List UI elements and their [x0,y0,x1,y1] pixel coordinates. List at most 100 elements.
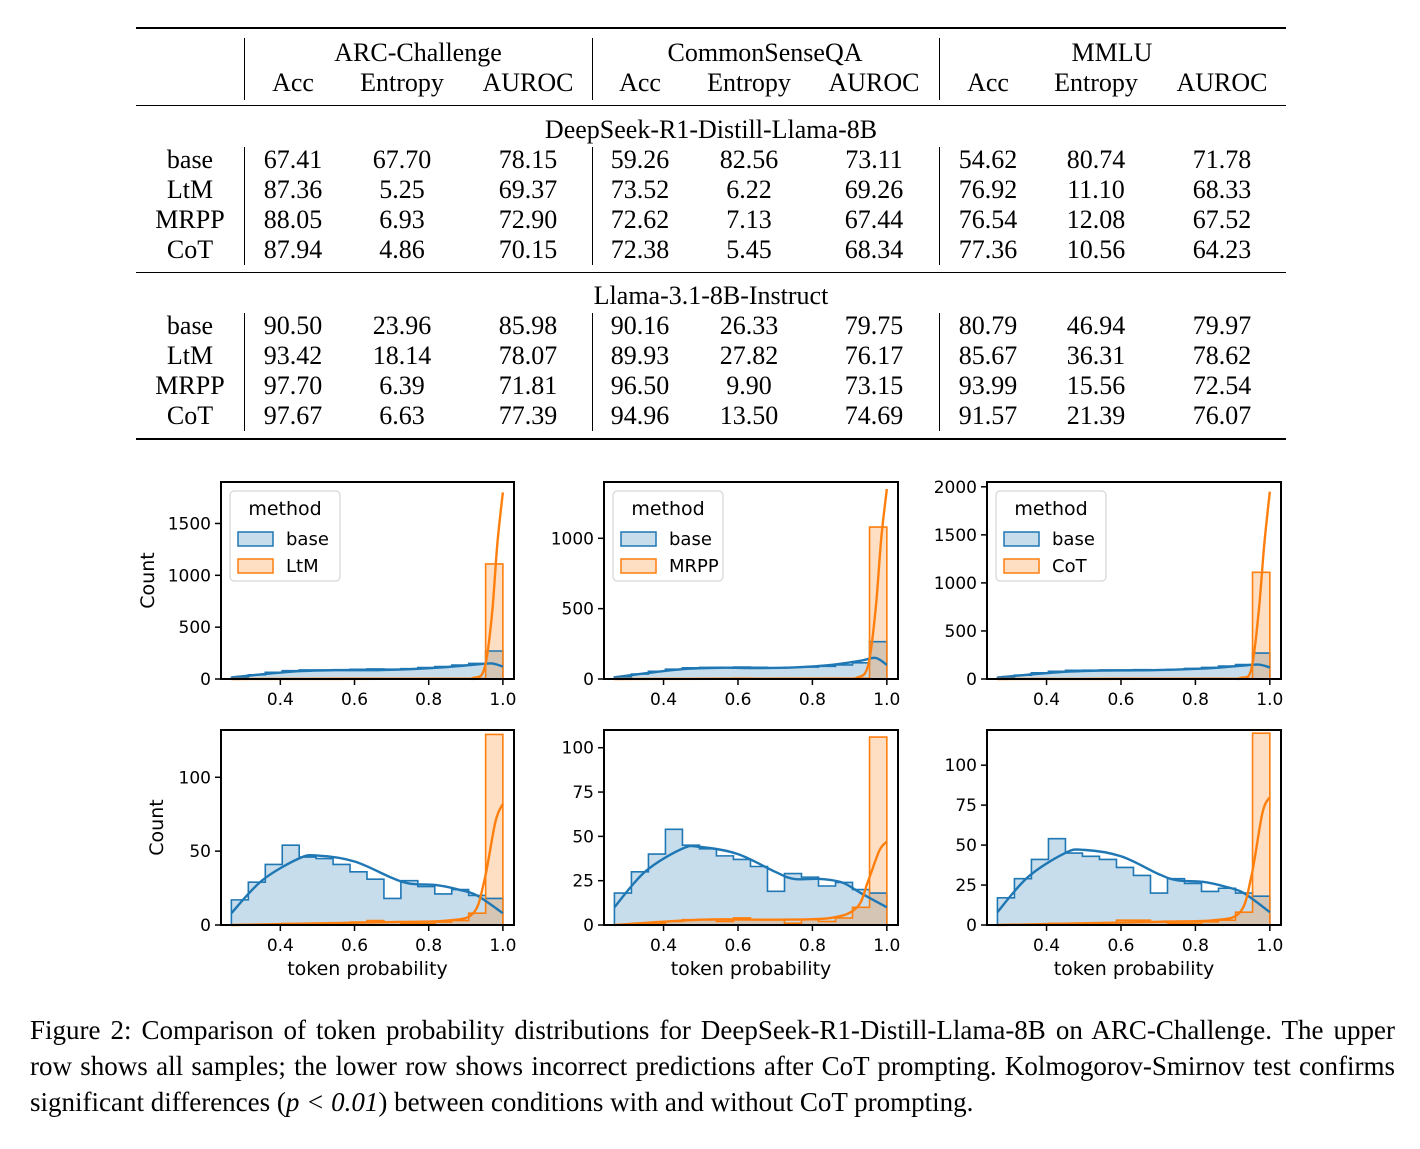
histogram-panel: 0.4 0.6 0.8 1.0 0 25 50 75 100 token probability [945,729,1283,980]
base-bar [248,882,266,925]
base-bar [648,671,666,679]
legend: method base CoT [995,490,1107,582]
other-bar [767,919,785,925]
legend-title: method [631,498,704,520]
table-cell: 78.62 [1192,341,1252,370]
other-bar [1235,912,1253,925]
x-tick-label: 0.6 [1107,690,1134,710]
table-cell: 70.15 [498,235,558,264]
method-label: LtM [166,175,214,204]
base-bar [784,873,802,925]
other-bar [801,919,819,925]
method-label: MRPP [155,371,225,400]
y-tick-label: 0 [966,670,977,690]
base-bar [716,667,734,679]
y-tick-label: 0 [200,916,211,936]
base-bar [1218,666,1236,679]
other-bar [852,907,870,925]
base-bar [282,845,300,925]
base-bar [400,880,418,925]
base-bar [366,668,384,679]
x-tick-label: 1.0 [873,690,900,710]
table-header-rule [136,105,1286,106]
base-bar [1048,671,1066,679]
table-cell: 78.07 [498,341,558,370]
column-separator [592,147,593,265]
table-cell: 23.96 [372,311,432,340]
model-section-title: DeepSeek-R1-Distill-Llama-8B [544,115,878,144]
y-tick-label: 0 [583,916,594,936]
base-bar [767,891,785,925]
y-tick-label: 50 [189,842,211,862]
base-bar [1150,893,1168,925]
base-bar [1099,669,1117,679]
other-step-outline [997,571,1271,680]
table-cell: 6.39 [379,371,425,400]
table-cell: 71.81 [498,371,558,400]
table-cell: 71.78 [1192,145,1252,174]
x-tick-label: 0.8 [1182,690,1209,710]
dataset-header: MMLU [1071,38,1153,67]
table-cell: 73.52 [610,175,670,204]
table-cell: 76.54 [958,205,1018,234]
other-bar [1150,921,1168,925]
base-bar [265,864,283,925]
metric-header: Entropy [360,68,444,97]
y-tick-label: 25 [955,876,977,896]
base-bar [434,893,452,925]
base-bar [333,864,351,925]
table-cell: 74.69 [844,401,904,430]
base-bar [818,886,836,925]
table-cell: 36.31 [1066,341,1126,370]
base-bar [333,669,351,679]
base-bar [1082,670,1100,679]
legend-swatch [620,558,657,574]
table-cell: 76.92 [958,175,1018,204]
base-bar [1099,859,1117,925]
base-bar [231,899,249,925]
base-bar [265,672,283,679]
table-cell: 68.34 [844,235,904,264]
column-separator [592,313,593,431]
y-tick-label: 500 [562,600,594,620]
base-bar [997,897,1015,925]
base-bar [1235,893,1253,925]
base-bar [682,667,700,679]
base-bar [1031,859,1049,925]
base-bar [1082,856,1100,925]
y-tick-label: 50 [572,827,594,847]
table-top-rule [136,27,1286,29]
base-bar [1167,669,1185,679]
other-bar [869,527,887,679]
y-tick-label: 1000 [551,529,594,549]
table-cell: 82.56 [719,145,779,174]
base-bar [299,669,317,679]
table-cell: 46.94 [1066,311,1126,340]
x-axis-label: token probability [1054,958,1215,980]
y-tick-label: 500 [945,622,977,642]
table-cell: 79.97 [1192,311,1252,340]
base-bar [316,669,334,679]
histogram-panel: 0.4 0.6 0.8 1.0 0 500 1000 1500 Count method base L… [137,481,516,710]
y-tick-label: 75 [955,796,977,816]
x-tick-label: 0.6 [1107,936,1134,956]
table-cell: 67.52 [1192,205,1252,234]
base-bar [699,667,717,679]
y-tick-label: 500 [179,618,211,638]
other-bar [869,737,887,925]
plot-frame [603,481,899,680]
base-bar [665,829,683,925]
base-bar [1116,669,1134,679]
table-cell: 97.67 [263,401,323,430]
other-kde-line [997,796,1271,927]
base-bar [1133,875,1151,925]
x-tick-label: 0.6 [724,690,751,710]
base-bar [733,667,751,679]
table-cell: 67.70 [372,145,432,174]
base-bar [468,895,486,925]
table-cell: 80.74 [1066,145,1126,174]
x-tick-label: 1.0 [489,690,516,710]
plot-frame [986,729,1282,926]
x-axis-label: token probability [671,958,832,980]
x-tick-label: 0.8 [415,690,442,710]
